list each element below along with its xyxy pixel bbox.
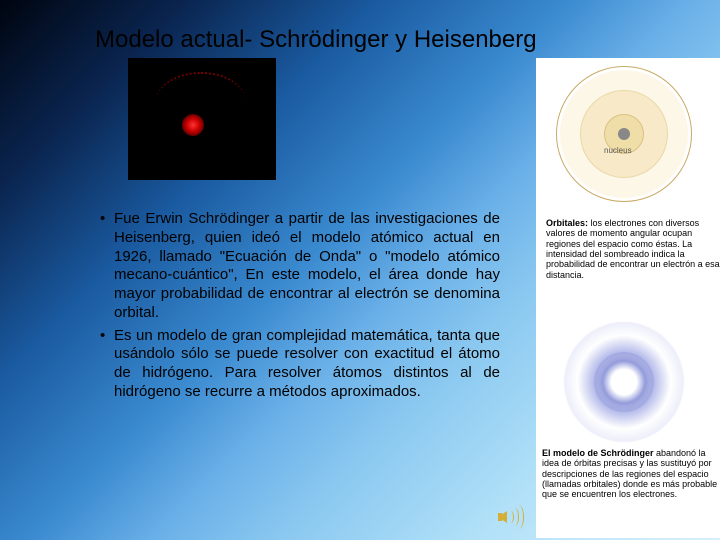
caption-orbitales-bold: Orbitales: [546,218,588,228]
bullet-item-2: Es un modelo de gran complejidad matemát… [100,327,500,402]
nucleus-core [618,128,630,140]
slide-title: Modelo actual- Schrödinger y Heisenberg [95,26,537,54]
caption-orbitales: Orbitales: los electrones con diversos v… [546,218,720,280]
nucleus-diagram: nucleus [554,64,702,212]
atom-center-glow [182,114,204,136]
caption-schrodinger-bold: El modelo de Schrödinger [542,448,654,458]
bullet-item-1: Fue Erwin Schrödinger a partir de las in… [100,210,500,323]
right-panel: nucleus Orbitales: los electrones con di… [536,58,720,538]
cloud-center [618,376,630,388]
orbital-cloud-diagram [564,322,684,442]
bullet-list: Fue Erwin Schrödinger a partir de las in… [100,210,500,406]
atom-photo [128,58,276,180]
caption-schrodinger: El modelo de Schrödinger abandonó la ide… [542,448,720,500]
speaker-cone [498,511,507,523]
nucleus-label: nucleus [604,146,632,155]
sound-wave-3 [514,505,524,529]
sound-icon[interactable] [498,506,524,528]
